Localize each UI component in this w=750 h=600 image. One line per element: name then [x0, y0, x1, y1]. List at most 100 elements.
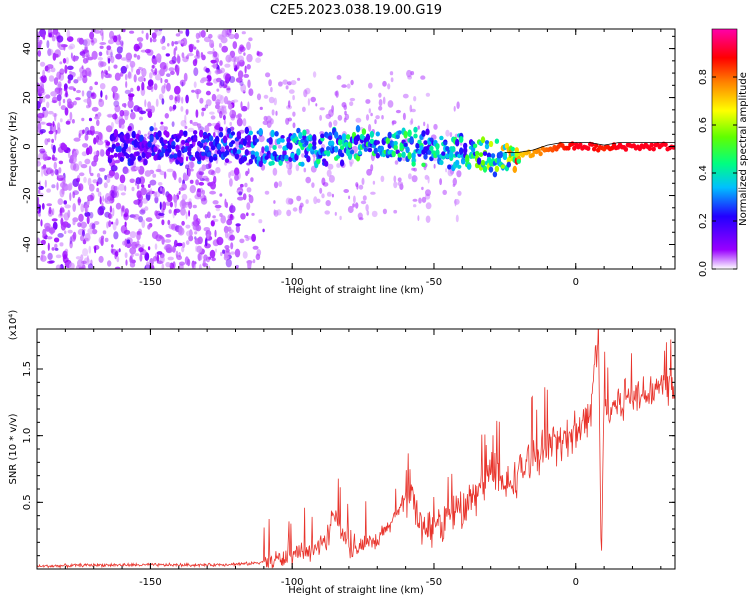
- spectrogram-speckle: [206, 82, 213, 86]
- spectrogram-speckle: [455, 214, 459, 223]
- spectrogram-speckle: [100, 90, 103, 98]
- spectrogram-speckle: [105, 125, 113, 133]
- spectrogram-speckle: [161, 263, 165, 269]
- spectrogram-speckle: [201, 111, 205, 117]
- spectrogram-speckle: [209, 111, 215, 115]
- x-tick-label: -100: [281, 577, 304, 588]
- ridge-mark: [230, 140, 236, 145]
- spectrogram-speckle: [413, 167, 417, 172]
- ridge-mark: [105, 141, 111, 146]
- spectrogram-speckle: [307, 98, 310, 106]
- ridge-mark: [187, 150, 192, 157]
- ridge-mark: [324, 160, 329, 167]
- spectrogram-speckle: [365, 114, 370, 121]
- spectrogram-speckle: [219, 110, 223, 119]
- spectrogram-speckle: [210, 43, 215, 49]
- spectrogram-speckle: [288, 89, 295, 94]
- spectrogram-speckle: [158, 212, 165, 216]
- spectrogram-speckle: [221, 106, 224, 114]
- spectrogram-speckle: [128, 94, 133, 102]
- ridge-mark: [355, 125, 361, 133]
- spectrogram-speckle: [118, 118, 126, 125]
- spectrogram-marks: [37, 29, 675, 269]
- spectrogram-speckle: [381, 115, 384, 120]
- spectrogram-speckle: [37, 50, 42, 57]
- spectrogram-speckle: [86, 104, 90, 109]
- spectrogram-speckle: [109, 30, 115, 40]
- spectrogram-speckle: [292, 207, 298, 212]
- spectrogram-speckle: [106, 50, 109, 56]
- spectrogram-speckle: [353, 195, 356, 204]
- ridge-mark: [280, 135, 285, 139]
- ridge-mark: [185, 142, 190, 147]
- x-tick-label: -100: [281, 277, 304, 288]
- ridge-mark: [397, 156, 402, 162]
- ridge-mark: [337, 139, 343, 146]
- spectrogram-speckle: [343, 117, 347, 123]
- spectrogram-speckle: [193, 81, 197, 88]
- spectrogram-x-label: Height of straight line (km): [288, 285, 424, 296]
- spectrogram-speckle: [39, 192, 44, 198]
- spectrogram-speckle: [219, 79, 225, 87]
- spectrogram-speckle: [62, 250, 68, 260]
- spectrogram-speckle: [82, 75, 88, 84]
- spectrogram-speckle: [46, 203, 52, 207]
- spectrogram-speckle: [152, 173, 157, 178]
- spectrogram-speckle: [374, 119, 377, 125]
- spectrogram-speckle: [311, 182, 315, 188]
- ridge-mark: [500, 164, 506, 169]
- spectrogram-speckle: [89, 86, 93, 91]
- spectrogram-speckle: [191, 89, 195, 93]
- spectrogram-speckle: [234, 32, 240, 40]
- spectrogram-speckle: [421, 186, 424, 191]
- spectrogram-speckle: [207, 51, 214, 55]
- spectrogram-speckle: [213, 175, 217, 184]
- spectrogram-speckle: [135, 177, 142, 185]
- spectrogram-speckle: [110, 190, 118, 199]
- spectrogram-speckle: [127, 99, 134, 109]
- spectrogram-speckle: [213, 132, 216, 138]
- ridge-mark: [224, 145, 230, 151]
- spectrogram-speckle: [144, 170, 152, 177]
- ridge-mark: [214, 136, 220, 144]
- spectrogram-speckle: [68, 45, 73, 50]
- spectrogram-speckle: [38, 204, 41, 214]
- ridge-mark: [109, 154, 115, 159]
- ridge-mark: [516, 158, 521, 164]
- spectrogram-speckle: [208, 169, 215, 175]
- ridge-mark: [474, 150, 480, 157]
- spectrogram-speckle: [215, 167, 221, 174]
- spectrogram-speckle: [60, 105, 67, 111]
- spectrogram-speckle: [199, 187, 204, 193]
- spectrogram-speckle: [46, 101, 50, 109]
- spectrogram-speckle: [169, 262, 174, 269]
- spectrogram-speckle: [97, 177, 103, 185]
- spectrogram-speckle: [81, 49, 85, 55]
- spectrogram-speckle: [191, 261, 196, 269]
- ridge-mark: [476, 157, 482, 165]
- spectrogram-speckle: [124, 252, 128, 259]
- spectrogram-speckle: [171, 56, 177, 64]
- spectrogram-speckle: [230, 108, 232, 117]
- spectrogram-speckle: [121, 103, 127, 108]
- spectrogram-speckle: [181, 96, 184, 104]
- spectrogram-speckle: [51, 208, 55, 216]
- spectrogram-speckle: [301, 153, 305, 158]
- spectrogram-speckle: [147, 101, 152, 109]
- spectrogram-speckle: [196, 90, 199, 100]
- spectrogram-speckle: [91, 160, 97, 167]
- spectrogram-speckle: [39, 121, 46, 125]
- spectrogram-speckle: [144, 133, 147, 137]
- ridge-mark: [375, 131, 380, 137]
- ridge-mark: [254, 151, 259, 157]
- ridge-mark: [421, 130, 426, 137]
- y-tick-label: 0: [22, 143, 33, 149]
- spectrogram-speckle: [378, 105, 383, 111]
- x-tick-label: 0: [573, 577, 579, 588]
- spectrogram-speckle: [418, 197, 422, 204]
- spectrogram-speckle: [53, 77, 59, 85]
- spectrogram-speckle: [187, 53, 194, 57]
- spectrogram-speckle: [78, 37, 84, 45]
- spectrogram-speckle: [111, 221, 114, 225]
- spectrogram-speckle: [206, 233, 210, 240]
